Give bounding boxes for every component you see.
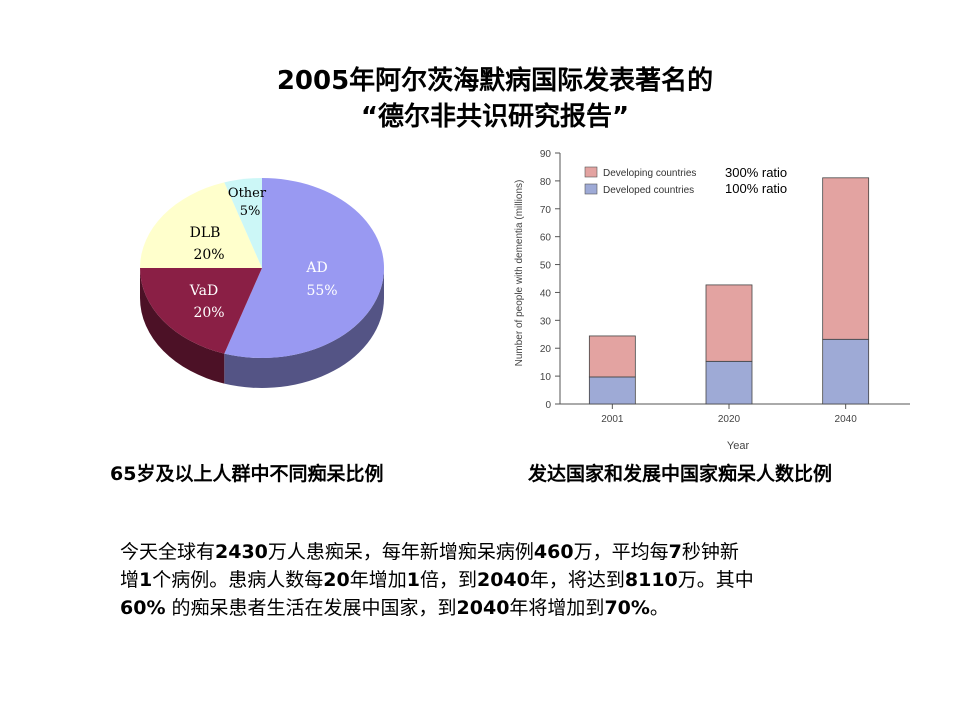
- bar-marks: [588, 177, 870, 405]
- annotation-100-ratio: 100% ratio: [725, 181, 787, 196]
- x-tick-label: 2040: [835, 414, 858, 425]
- x-tick-label: 2020: [718, 414, 741, 425]
- bar-2020-developing-countries: [705, 284, 753, 362]
- y-tick-label: 0: [545, 400, 551, 411]
- y-tick-label: 30: [540, 316, 552, 327]
- legend-swatch-developed: [584, 183, 598, 195]
- pie-slice-dlb: [140, 182, 262, 268]
- y-tick-label: 70: [540, 205, 552, 216]
- pie-side-layer: [140, 268, 384, 388]
- legend-label-developing: Developing countries: [603, 168, 696, 179]
- pie-value-ad: 55%: [306, 283, 337, 299]
- summary-paragraph: 今天全球有2430万人患痴呆，每年新增痴呆病例460万，平均每7秒钟新 增1个病…: [120, 538, 900, 622]
- pie-value-other: 5%: [240, 204, 261, 219]
- legend-label-developed: Developed countries: [603, 185, 694, 196]
- summary-line: 增1个病例。患病人数每20年增加1倍，到2040年，将达到8110万。其中: [120, 569, 754, 591]
- stacked-bar-chart: 0 10 20 30 40 50 60 70 80 90 2001 2020 2040 Developi…: [514, 149, 910, 452]
- pie-side-ad: [224, 268, 384, 388]
- pie-slice-vad: [140, 268, 262, 354]
- y-tick-label: 20: [540, 344, 552, 355]
- pie-label-vad: VaD: [189, 283, 218, 299]
- title-line-2: “德尔非共识研究报告”: [360, 102, 630, 132]
- summary-line: 今天全球有2430万人患痴呆，每年新增痴呆病例460万，平均每7秒钟新: [120, 541, 739, 563]
- annotation-300-ratio: 300% ratio: [725, 165, 787, 180]
- pie-label-dlb: DLB: [190, 225, 221, 241]
- pie-slice-other: [224, 178, 262, 268]
- legend-swatch-developing: [584, 166, 598, 178]
- y-tick-label: 50: [540, 261, 552, 272]
- pie-chart: AD 55% VaD 20% DLB 20% Other 5%: [140, 178, 384, 388]
- y-tick-label: 90: [540, 149, 552, 160]
- y-tick-label: 80: [540, 177, 552, 188]
- pie-labels: AD 55% VaD 20% DLB 20% Other 5%: [189, 186, 338, 321]
- bar-2001-developing-countries: [588, 335, 636, 378]
- bar-2020-developed-countries: [705, 360, 753, 405]
- pie-value-dlb: 20%: [193, 247, 224, 263]
- bar-legend: Developing countries Developed countries: [584, 166, 696, 196]
- bar-2040-developed-countries: [822, 338, 870, 405]
- bar-2040-developing-countries: [822, 177, 870, 340]
- y-tick-label: 60: [540, 233, 552, 244]
- title-line-1: 2005年阿尔茨海默病国际发表著名的: [276, 66, 714, 96]
- pie-caption: 65岁及以上人群中不同痴呆比例: [110, 463, 384, 485]
- x-tick-label: 2001: [601, 414, 624, 425]
- pie-top-layer: [140, 178, 384, 358]
- y-axis-label: Number of people with dementia (millions…: [514, 180, 525, 367]
- pie-label-other: Other: [228, 186, 267, 201]
- bar-caption: 发达国家和发展中国家痴呆人数比例: [528, 463, 833, 485]
- pie-label-ad: AD: [305, 260, 327, 276]
- y-tick-label: 10: [540, 372, 552, 383]
- x-axis-label: Year: [727, 440, 750, 452]
- y-tick-label: 40: [540, 288, 552, 299]
- bar-2001-developed-countries: [588, 376, 636, 405]
- pie-side-vad: [140, 268, 225, 384]
- summary-line: 60% 的痴呆患者生活在发展中国家，到2040年将增加到70%。: [120, 597, 669, 619]
- pie-slice-ad: [224, 178, 384, 358]
- pie-value-vad: 20%: [193, 305, 224, 321]
